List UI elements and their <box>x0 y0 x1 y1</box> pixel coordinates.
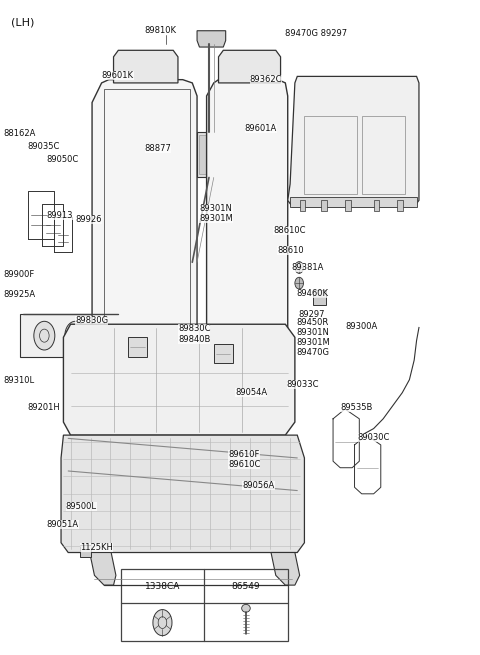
Bar <box>304 115 357 194</box>
Text: 89051A: 89051A <box>47 520 79 529</box>
Polygon shape <box>271 553 300 585</box>
Text: 89450R
89301N
89301M
89470G: 89450R 89301N 89301M 89470G <box>296 318 330 357</box>
Text: 89601A: 89601A <box>245 124 277 133</box>
Bar <box>397 200 403 212</box>
Text: (LH): (LH) <box>11 18 34 28</box>
Text: 89033C: 89033C <box>287 381 319 389</box>
Bar <box>345 200 351 212</box>
Text: 1125KH: 1125KH <box>80 543 113 552</box>
Polygon shape <box>90 553 116 585</box>
Text: 88162A: 88162A <box>4 128 36 138</box>
Text: 89297: 89297 <box>298 310 325 319</box>
Text: 88610: 88610 <box>277 246 304 255</box>
Text: 89926: 89926 <box>75 215 102 225</box>
Text: 89301N
89301M: 89301N 89301M <box>199 204 233 223</box>
Text: 89535B: 89535B <box>340 403 372 411</box>
Bar <box>214 344 233 364</box>
Text: 89810K: 89810K <box>144 26 177 35</box>
Text: 89610F
89610C: 89610F 89610C <box>228 450 261 469</box>
Text: 89056A: 89056A <box>242 481 275 490</box>
Bar <box>80 546 91 557</box>
Text: 89460K: 89460K <box>296 289 328 298</box>
Bar <box>290 197 417 207</box>
Polygon shape <box>61 435 304 553</box>
Polygon shape <box>206 80 288 341</box>
Text: 89035C: 89035C <box>28 141 60 151</box>
Polygon shape <box>197 31 226 47</box>
Bar <box>313 290 326 305</box>
Text: 89913: 89913 <box>47 211 73 220</box>
Bar <box>373 200 379 212</box>
Text: 89201H: 89201H <box>28 403 60 411</box>
Text: 89310L: 89310L <box>4 377 35 386</box>
Text: 89900F: 89900F <box>4 269 35 278</box>
Text: 88877: 88877 <box>144 143 171 153</box>
Text: 89300A: 89300A <box>345 322 377 331</box>
Ellipse shape <box>241 605 250 612</box>
Text: 89470G 89297: 89470G 89297 <box>285 29 348 39</box>
Text: 89050C: 89050C <box>47 155 79 164</box>
Bar <box>199 135 226 174</box>
Circle shape <box>153 610 172 635</box>
Bar <box>128 337 147 357</box>
Text: 89601K: 89601K <box>102 71 133 80</box>
Circle shape <box>34 322 55 350</box>
Text: 89054A: 89054A <box>235 388 267 397</box>
Text: 89381A: 89381A <box>291 263 324 272</box>
Text: 1338CA: 1338CA <box>145 582 180 591</box>
Circle shape <box>295 277 303 289</box>
Text: 89830G: 89830G <box>75 316 108 326</box>
Text: 86549: 86549 <box>232 582 260 591</box>
Polygon shape <box>92 80 197 341</box>
Text: 88610C: 88610C <box>274 227 306 235</box>
Polygon shape <box>288 77 419 207</box>
Polygon shape <box>114 50 178 83</box>
Bar <box>21 314 120 357</box>
Circle shape <box>295 261 303 273</box>
Polygon shape <box>218 50 281 83</box>
Bar <box>197 132 228 178</box>
Text: 89030C: 89030C <box>357 432 389 441</box>
Circle shape <box>65 322 86 350</box>
Text: 89925A: 89925A <box>4 290 36 299</box>
Bar <box>300 200 305 212</box>
Text: 89830C
89840B: 89830C 89840B <box>178 324 210 343</box>
Bar <box>321 200 327 212</box>
Text: 89362C: 89362C <box>250 75 282 84</box>
Bar <box>362 115 405 194</box>
Bar <box>120 569 288 641</box>
Text: 89500L: 89500L <box>66 502 97 512</box>
Polygon shape <box>63 324 295 435</box>
